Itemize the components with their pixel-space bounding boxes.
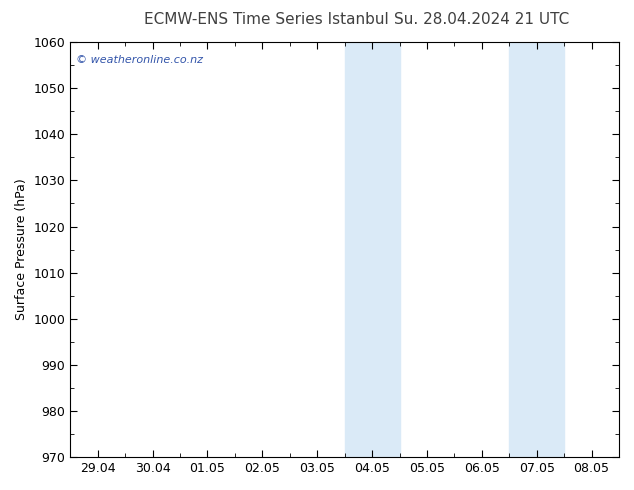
Text: © weatheronline.co.nz: © weatheronline.co.nz <box>76 54 203 65</box>
Bar <box>509 42 537 457</box>
Bar <box>537 42 564 457</box>
Text: ECMW-ENS Time Series Istanbul: ECMW-ENS Time Series Istanbul <box>144 12 389 27</box>
Text: Su. 28.04.2024 21 UTC: Su. 28.04.2024 21 UTC <box>394 12 569 27</box>
Y-axis label: Surface Pressure (hPa): Surface Pressure (hPa) <box>15 179 28 320</box>
Bar <box>372 42 399 457</box>
Bar <box>345 42 372 457</box>
